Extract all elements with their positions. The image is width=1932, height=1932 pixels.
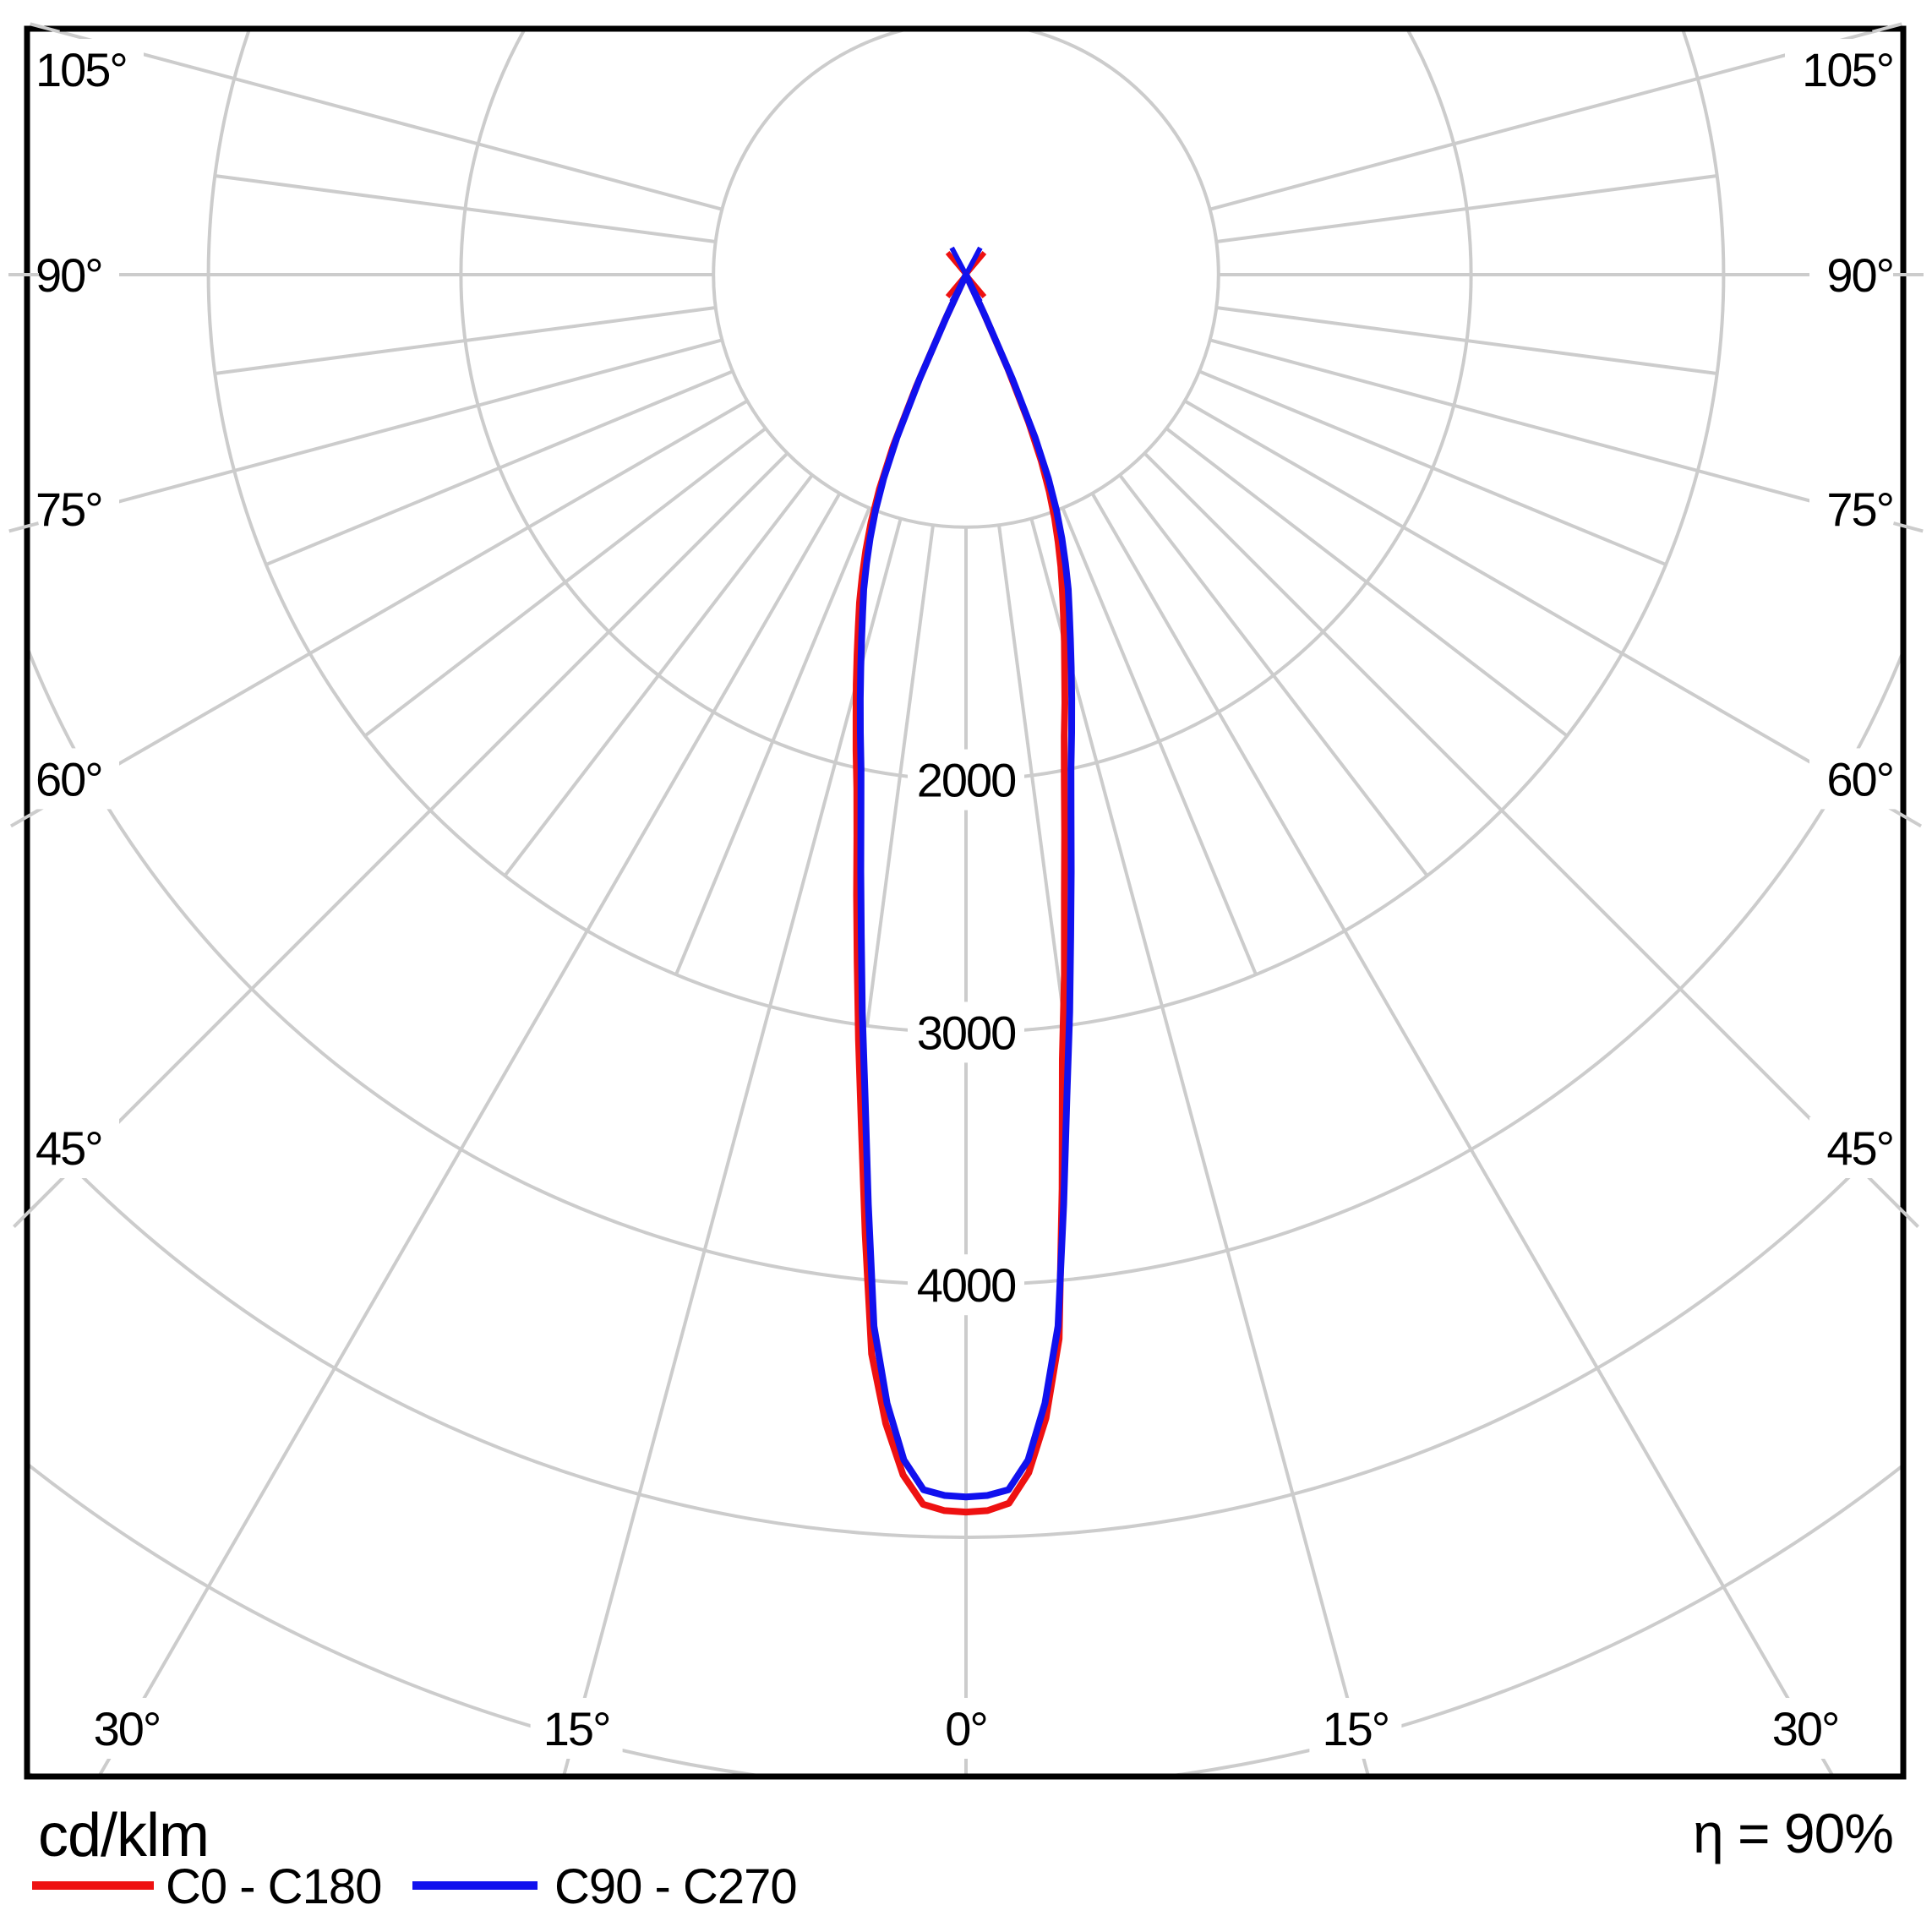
label-gap (1809, 748, 1902, 810)
grid-spoke-major (27, 338, 723, 528)
label-gap (27, 39, 144, 100)
grid-spoke-minor (503, 473, 814, 877)
grid-spoke-minor (1118, 473, 1429, 877)
legend-label-c90: C90 - C270 (554, 1859, 797, 1914)
label-gap (908, 1001, 1024, 1063)
grid-spoke-major (1183, 399, 1903, 818)
label-gap (932, 1698, 1000, 1759)
grid-spoke-minor (1215, 306, 1717, 375)
label-gap (80, 1698, 173, 1759)
grid-spoke-minor (265, 369, 734, 566)
grid-spoke-major (41, 29, 723, 211)
label-gap (1309, 1698, 1402, 1759)
grid-spoke-minor (997, 524, 1067, 1026)
grid-spoke-major (1090, 492, 1836, 1776)
curve-c0-c180 (852, 271, 1068, 1516)
grid-spoke-minor (1061, 507, 1258, 975)
grid-label: 3000 (917, 1006, 1016, 1059)
grid-spoke-minor (674, 507, 871, 975)
curve-c90-c270 (856, 271, 1076, 1501)
efficiency-label: η = 90% (1693, 1802, 1893, 1864)
grid-label: 60° (35, 752, 102, 805)
grid-label: 75° (1826, 483, 1893, 536)
grid-label: 105° (35, 43, 127, 96)
grid-spoke-minor (1215, 174, 1717, 243)
grid-spoke-minor (865, 524, 935, 1026)
grid-spoke-minor (215, 174, 717, 243)
grid-label: 2000 (917, 754, 1016, 807)
label-gap (1785, 39, 1902, 100)
grid-label: 30° (1772, 1702, 1839, 1755)
grid-label: 15° (1323, 1702, 1389, 1755)
grid-spoke-minor (363, 427, 767, 738)
grid-spoke-major (1209, 338, 1903, 528)
label-gap (27, 748, 119, 810)
grid-spoke-major (1209, 29, 1891, 211)
grid-label: 0° (945, 1702, 987, 1755)
label-gap (1809, 1117, 1902, 1178)
grid-spoke-minor (215, 306, 717, 375)
border-ticks (8, 22, 1924, 1228)
grid-spoke-major (1143, 451, 1903, 1214)
grid-label: 30° (94, 1702, 161, 1755)
label-gap (530, 1698, 623, 1759)
label-gap (1809, 478, 1902, 539)
grid-label: 4000 (917, 1258, 1016, 1312)
label-gap (1809, 244, 1902, 305)
grid-spoke-major (27, 399, 749, 819)
unit-label: cd/klm (38, 1802, 209, 1869)
grid-label: 15° (543, 1702, 610, 1755)
label-gap (27, 478, 119, 539)
label-gap (1759, 1698, 1852, 1759)
grid-spoke-minor (1165, 427, 1569, 738)
grid-label: 90° (1826, 248, 1893, 302)
grid-label: 75° (35, 483, 102, 536)
label-gap (27, 244, 119, 305)
grid-spoke-major (27, 451, 789, 1216)
grid-label: 45° (35, 1122, 102, 1175)
label-gap (908, 1254, 1024, 1316)
grid-label: 105° (1802, 43, 1893, 96)
grid-label: 60° (1826, 752, 1893, 805)
grid-label: 90° (35, 248, 102, 302)
label-gap (27, 1117, 119, 1178)
legend-label-c0: C0 - C180 (166, 1859, 381, 1914)
grid-labels: 2000 3000 4000 45° 45° 60° 60° 75° 75° 90° 90° 105°… (27, 39, 1902, 1759)
label-gap (908, 749, 1024, 810)
grid-spoke-minor (1198, 369, 1667, 566)
grid-spoke-major (561, 518, 903, 1776)
grid-spoke-major (96, 492, 842, 1776)
plot-border (24, 25, 1907, 1780)
grid-label: 45° (1826, 1122, 1893, 1175)
grid-spoke-major (1029, 518, 1371, 1776)
